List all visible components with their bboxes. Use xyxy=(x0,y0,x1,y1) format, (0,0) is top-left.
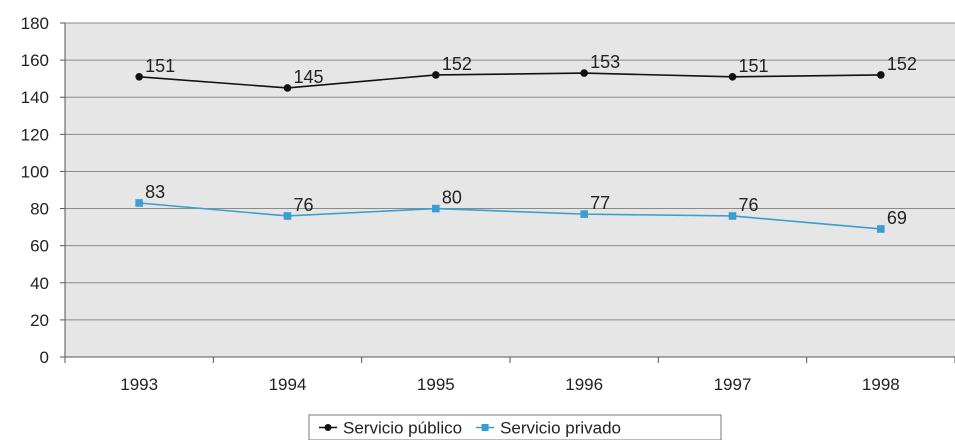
y-tick-label: 180 xyxy=(21,14,49,33)
legend-label: Servicio público xyxy=(343,419,462,438)
legend-marker-icon xyxy=(481,424,489,431)
data-point xyxy=(432,71,440,79)
series-group: 151 145 152 153 151 152 83 76 80 77 76 69 xyxy=(135,52,917,233)
x-tick-label: 1994 xyxy=(269,375,307,394)
data-label: 153 xyxy=(590,52,620,72)
plot-area xyxy=(65,22,955,357)
legend-label: Servicio privado xyxy=(500,419,621,438)
data-label: 152 xyxy=(442,54,472,74)
data-label: 77 xyxy=(590,193,610,213)
x-tick-label: 1996 xyxy=(565,375,603,394)
data-point xyxy=(283,84,292,92)
legend-box xyxy=(308,414,722,441)
y-tick-label: 100 xyxy=(21,162,49,181)
x-tick-label: 1993 xyxy=(120,375,158,394)
data-point xyxy=(728,73,737,81)
data-label: 76 xyxy=(739,195,759,215)
data-point xyxy=(135,73,143,81)
data-label: 151 xyxy=(145,56,175,76)
series-line xyxy=(139,202,881,230)
y-tick-label: 40 xyxy=(30,274,49,293)
x-tick-label: 1995 xyxy=(417,375,455,394)
data-label: 151 xyxy=(739,56,769,76)
data-label: 83 xyxy=(145,182,165,202)
x-tick-label: 1997 xyxy=(714,375,752,394)
data-point xyxy=(135,199,143,207)
series-1: 151 145 152 153 151 152 xyxy=(135,52,917,92)
data-label: 76 xyxy=(294,195,314,215)
y-tick-label: 0 xyxy=(40,348,49,367)
data-point xyxy=(432,204,440,213)
y-tick-label: 20 xyxy=(30,311,49,330)
legend-marker-icon xyxy=(324,424,332,431)
y-tick-label: 160 xyxy=(21,51,49,70)
plot-background xyxy=(65,23,955,357)
data-point xyxy=(877,71,885,79)
data-label: 69 xyxy=(887,208,907,228)
data-label: 152 xyxy=(887,54,917,74)
y-tick-label: 140 xyxy=(21,88,49,107)
data-label: 80 xyxy=(442,188,462,208)
legend: Servicio público Servicio privado xyxy=(308,414,722,441)
y-tick-label: 80 xyxy=(30,200,49,219)
axes: 0 20 40 60 80 100 120 140 160 180 1993 1994 1995 1996… xyxy=(21,14,955,394)
data-label: 145 xyxy=(294,67,324,87)
x-tick-label: 1998 xyxy=(862,375,900,394)
data-point xyxy=(283,212,292,220)
data-point xyxy=(580,69,588,77)
series-line xyxy=(139,72,881,89)
y-tick-label: 60 xyxy=(30,237,49,256)
data-point xyxy=(877,225,885,233)
data-point xyxy=(580,210,588,218)
data-point xyxy=(728,212,737,220)
series-2: 83 76 80 77 76 69 xyxy=(135,182,907,233)
y-tick-label: 120 xyxy=(21,125,49,144)
